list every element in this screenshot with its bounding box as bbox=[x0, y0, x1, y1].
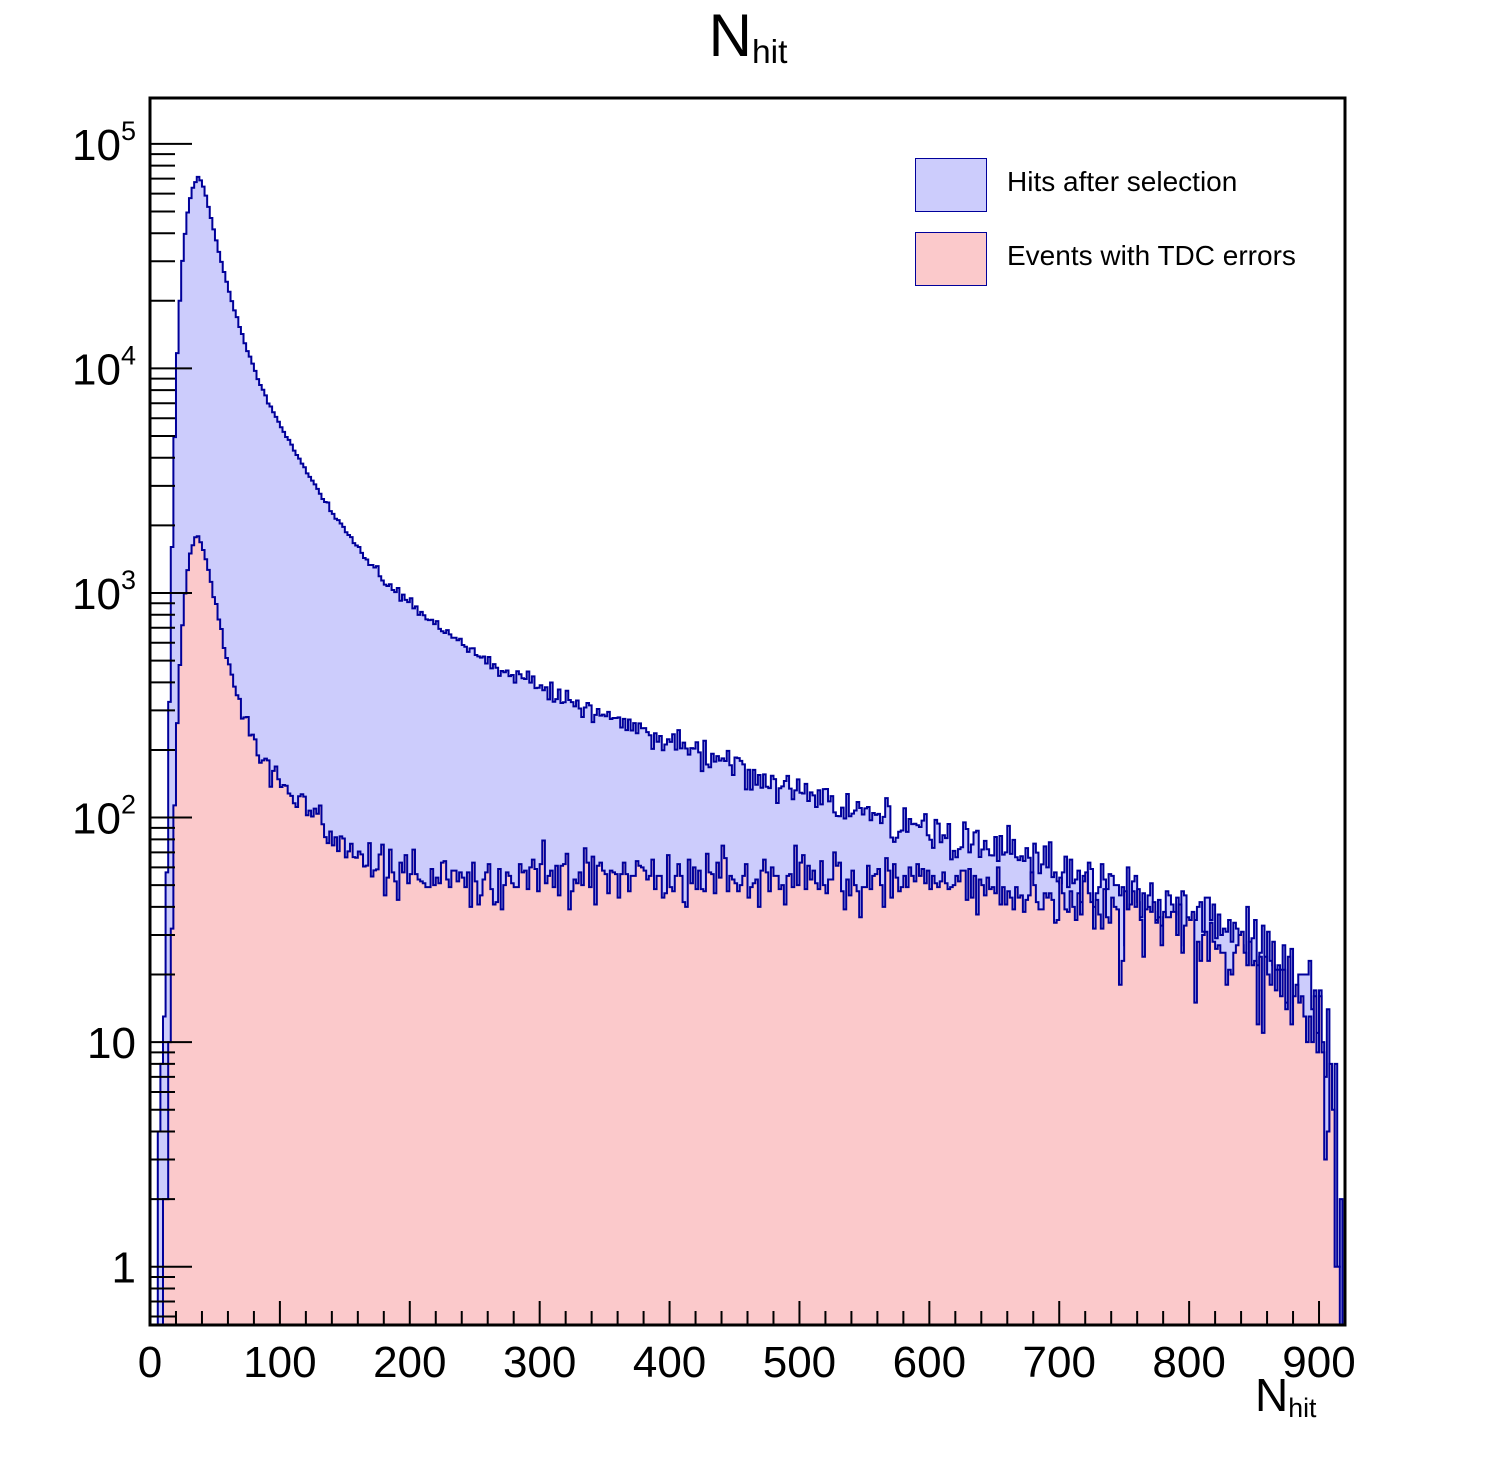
page-title: Nhit bbox=[0, 6, 1496, 70]
y-tick-label: 105 bbox=[72, 116, 136, 170]
series-group bbox=[150, 175, 1345, 1325]
x-axis-label: Nhit bbox=[1255, 1368, 1317, 1424]
plot-frame bbox=[148, 96, 1347, 1327]
title-main: N bbox=[708, 2, 752, 69]
x-tick-label: 0 bbox=[138, 1338, 162, 1387]
x-tick-label: 500 bbox=[763, 1338, 836, 1387]
axis-ticks bbox=[149, 142, 1346, 1325]
x-tick-label: 200 bbox=[373, 1338, 446, 1387]
legend-swatch-hits-after-selection bbox=[915, 158, 987, 212]
y-tick-label: 102 bbox=[72, 790, 136, 844]
y-tick-label: 10 bbox=[87, 1019, 136, 1068]
x-axis-label-main: N bbox=[1255, 1369, 1289, 1421]
x-tick-label: 100 bbox=[243, 1338, 316, 1387]
legend-label-hits-after-selection: Hits after selection bbox=[1007, 166, 1238, 197]
y-tick-label: 104 bbox=[72, 340, 136, 394]
x-tick-label: 600 bbox=[893, 1338, 966, 1387]
legend-swatch-events-with-tdc-errors bbox=[915, 232, 987, 286]
x-tick-label: 700 bbox=[1023, 1338, 1096, 1387]
series-events-with-tdc-errors bbox=[150, 535, 1345, 1325]
x-axis-label-sub: hit bbox=[1288, 1393, 1317, 1424]
x-tick-label: 800 bbox=[1152, 1338, 1225, 1387]
x-tick-label: 400 bbox=[633, 1338, 706, 1387]
x-tick-label: 900 bbox=[1282, 1338, 1355, 1387]
x-tick-label: 300 bbox=[503, 1338, 576, 1387]
title-sub: hit bbox=[751, 34, 788, 72]
y-tick-label: 103 bbox=[72, 565, 136, 619]
legend-label-events-with-tdc-errors: Events with TDC errors bbox=[1007, 240, 1296, 271]
y-tick-label: 1 bbox=[112, 1244, 136, 1293]
